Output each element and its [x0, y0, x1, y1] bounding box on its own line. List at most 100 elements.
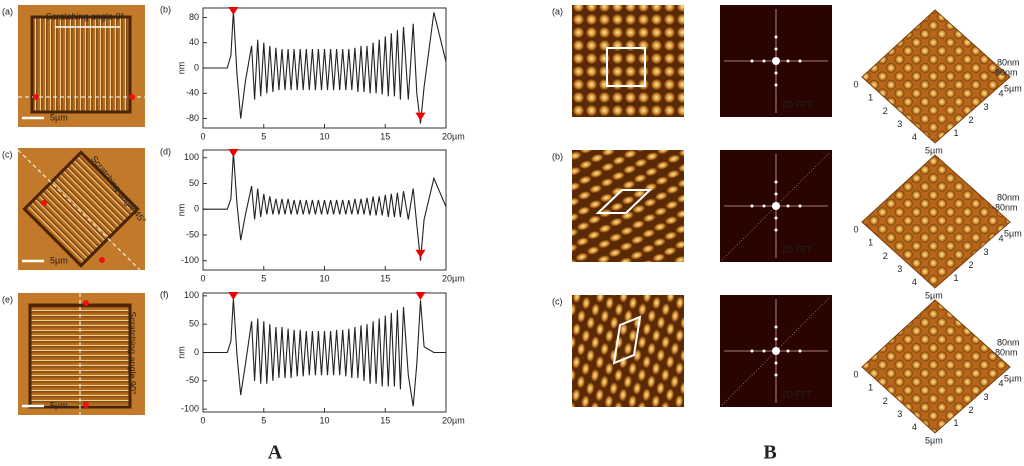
peak-marker [415, 292, 426, 300]
fft-spot [762, 349, 766, 353]
afm-image [572, 150, 684, 262]
y-tick-label: 40 [189, 37, 199, 47]
fft-spot [774, 337, 778, 341]
axis-tick: 1 [953, 273, 958, 283]
x-tick-label: 5 [261, 273, 266, 283]
marker [41, 200, 47, 206]
marker [99, 257, 105, 263]
peak-marker [228, 7, 239, 15]
panel-label: (a) [2, 6, 13, 16]
axis-end: 5µm [1004, 373, 1022, 383]
unit-cell [612, 315, 642, 365]
y-tick-label: 0 [194, 347, 199, 357]
axis-tick: 4 [912, 132, 917, 142]
y-tick-label: -50 [186, 375, 199, 385]
marker [129, 94, 135, 100]
fft-spot [774, 216, 778, 220]
fft-center [772, 57, 780, 65]
scale-text: 5µm [50, 400, 68, 410]
fft-spot [774, 325, 778, 329]
axis-tick: 3 [983, 102, 988, 112]
surface-3d [861, 154, 1011, 289]
x-tick-label: 5 [261, 131, 266, 141]
fft-spot [798, 349, 802, 353]
fft-spot [750, 349, 754, 353]
axis-tick: 4 [998, 89, 1003, 99]
fft-spot [774, 228, 778, 232]
rotated-area [22, 150, 140, 268]
surface-3d [861, 299, 1011, 434]
fft-spot [774, 71, 778, 75]
fft-spot [774, 192, 778, 196]
x-tick-label: 20µm [442, 131, 465, 141]
afm-image [572, 295, 684, 407]
axis-tick: 2 [968, 405, 973, 415]
axis-tick: 2 [968, 260, 973, 270]
axis-end: 5µm [925, 435, 943, 445]
marker [83, 402, 89, 408]
fft-spot [774, 373, 778, 377]
fft-spot [774, 47, 778, 51]
x-tick-label: 0 [200, 131, 205, 141]
x-tick-label: 10 [319, 131, 329, 141]
axis-tick: 3 [897, 409, 902, 419]
axis-tick: 4 [912, 422, 917, 432]
panel-label: (a) [552, 6, 563, 16]
axis-tick: 4 [912, 277, 917, 287]
peak-marker [228, 149, 239, 157]
y-tick-label: 100 [184, 152, 199, 162]
panel-label: (f) [160, 289, 169, 299]
peak-marker [228, 292, 239, 300]
axis-tick: 3 [983, 392, 988, 402]
axis-tick: 0 [853, 369, 858, 379]
axis-tick: 3 [897, 119, 902, 129]
axis-end: 5µm [925, 145, 943, 155]
y-tick-label: 50 [189, 319, 199, 329]
z-bottom: -80nm [992, 67, 1018, 77]
z-bottom: -80nm [992, 347, 1018, 357]
fft-spot [774, 180, 778, 184]
y-tick-label: 0 [194, 204, 199, 214]
z-top: 80nm [997, 57, 1020, 67]
fft-spot [774, 361, 778, 365]
x-tick-label: 0 [200, 415, 205, 425]
axis-tick: 2 [883, 106, 888, 116]
axis-tick: 3 [983, 247, 988, 257]
panel-label: (d) [160, 146, 171, 156]
x-tick-label: 15 [380, 273, 390, 283]
axis-tick: 1 [868, 383, 873, 393]
axis-tick: 4 [998, 379, 1003, 389]
axis-tick: 4 [998, 234, 1003, 244]
peak-marker [415, 112, 426, 121]
panel-label: (b) [552, 151, 563, 161]
peak-marker [415, 249, 426, 258]
fft-spot [762, 204, 766, 208]
profile [203, 152, 447, 261]
x-tick-label: 10 [319, 415, 329, 425]
profile [203, 11, 447, 124]
z-top: 80nm [997, 337, 1020, 347]
panel-label: (b) [160, 4, 171, 14]
fft-label: 2D FFT [782, 389, 813, 399]
y-tick-label: -100 [181, 255, 199, 265]
angle-text: Scratching angle 0° [46, 11, 125, 21]
part-label: A [268, 442, 283, 464]
axis-tick: 2 [883, 251, 888, 261]
axis-tick: 0 [853, 79, 858, 89]
y-axis-label: nm [176, 346, 186, 359]
profile-line [17, 149, 141, 271]
axis-tick: 1 [868, 238, 873, 248]
axis-end: 5µm [1004, 228, 1022, 238]
panel-label: (c) [552, 296, 563, 306]
y-tick-label: -50 [186, 229, 199, 239]
axis-tick: 3 [897, 264, 902, 274]
axis-tick: 2 [883, 396, 888, 406]
y-tick-label: 80 [189, 12, 199, 22]
fft-spot [762, 59, 766, 63]
fft-spot [750, 59, 754, 63]
marker [33, 94, 39, 100]
y-tick-label: -40 [186, 88, 199, 98]
fft-label: 2D FFT [782, 99, 813, 109]
x-tick-label: 10 [319, 273, 329, 283]
